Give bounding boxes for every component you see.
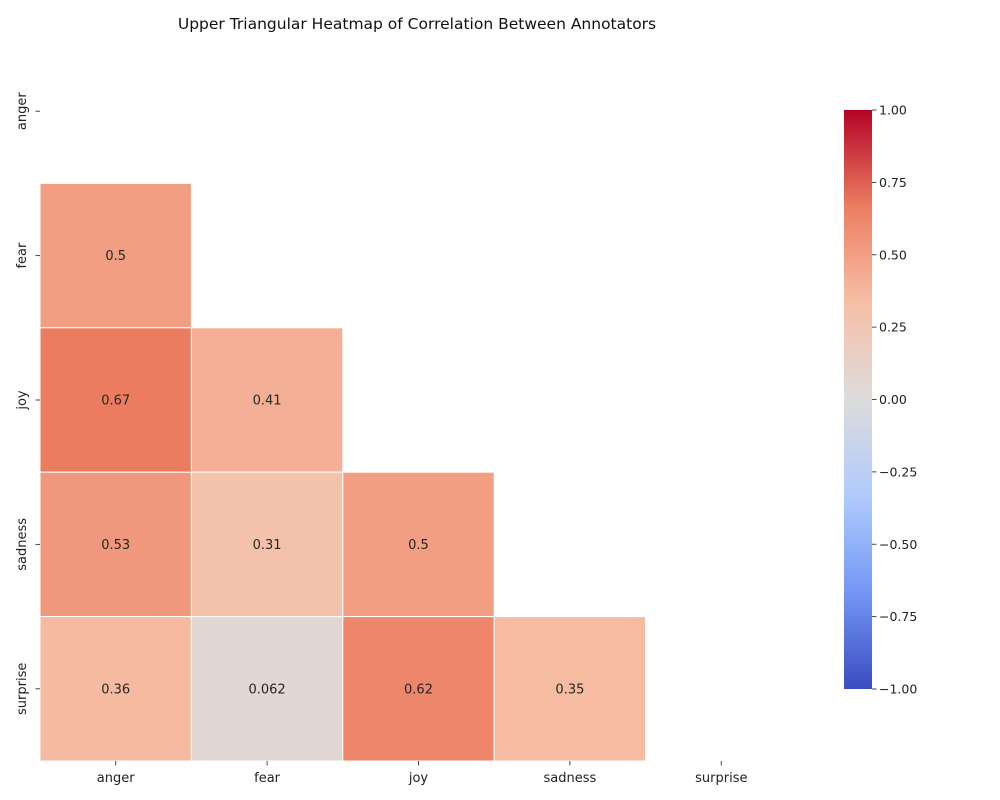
- y-tick-label: sadness: [15, 518, 30, 571]
- heatmap-cell: [190, 327, 344, 473]
- colorbar: −1.00 −0.75 −0.50 −0.25 0.00 0.25 0.50 0.75 1.00: [844, 103, 917, 697]
- colorbar-tick-label: −0.50: [879, 537, 917, 552]
- x-tick-label: fear: [254, 771, 281, 786]
- heatmap-cell: [342, 471, 495, 618]
- y-tick-label: anger: [15, 92, 30, 130]
- x-tick-label: joy: [408, 771, 429, 786]
- colorbar-tick-label: 0.75: [879, 175, 907, 190]
- colorbar-tick-label: 0.25: [879, 320, 907, 335]
- colorbar-tick-label: 0.50: [879, 247, 907, 262]
- colorbar-gradient: [844, 110, 872, 689]
- y-tick-label: joy: [15, 390, 30, 411]
- heatmap-cells: 0.5 0.67 0.41 0.53 0.31 0.5 0.36 0.062 0.62 0.35: [39, 182, 647, 762]
- heatmap-cell: [190, 616, 344, 762]
- cell-value-label: 0.5: [105, 249, 126, 264]
- heatmap-cell: [493, 616, 647, 762]
- heatmap-cell: [39, 471, 192, 618]
- heatmap-cell: [39, 616, 192, 762]
- colorbar-tick-label: 0.00: [879, 392, 907, 407]
- chart-title: Upper Triangular Heatmap of Correlation …: [178, 15, 656, 33]
- cell-value-label: 0.36: [101, 682, 130, 697]
- colorbar-tick-label: 1.00: [879, 103, 907, 118]
- heatmap-cell: [190, 471, 344, 618]
- colorbar-tick-label: −0.25: [879, 464, 917, 479]
- heatmap-cell: [39, 182, 192, 329]
- cell-value-label: 0.062: [248, 682, 285, 697]
- cell-value-label: 0.41: [253, 394, 282, 409]
- cell-value-label: 0.53: [101, 538, 130, 553]
- cell-value-label: 0.5: [408, 538, 429, 553]
- x-tick-label: anger: [97, 771, 135, 786]
- y-axis: anger fear joy sadness surprise: [15, 92, 40, 715]
- x-tick-label: sadness: [544, 771, 597, 786]
- y-tick-label: surprise: [15, 663, 30, 715]
- colorbar-tick-label: −1.00: [879, 682, 917, 697]
- heatmap-cell: [39, 327, 192, 473]
- colorbar-tick-label: −0.75: [879, 609, 917, 624]
- x-tick-label: surprise: [695, 771, 747, 786]
- cell-value-label: 0.67: [101, 394, 130, 409]
- x-axis: anger fear joy sadness surprise: [97, 761, 747, 786]
- cell-value-label: 0.31: [253, 538, 282, 553]
- cell-value-label: 0.62: [404, 682, 433, 697]
- cell-value-label: 0.35: [555, 682, 584, 697]
- y-tick-label: fear: [15, 242, 30, 269]
